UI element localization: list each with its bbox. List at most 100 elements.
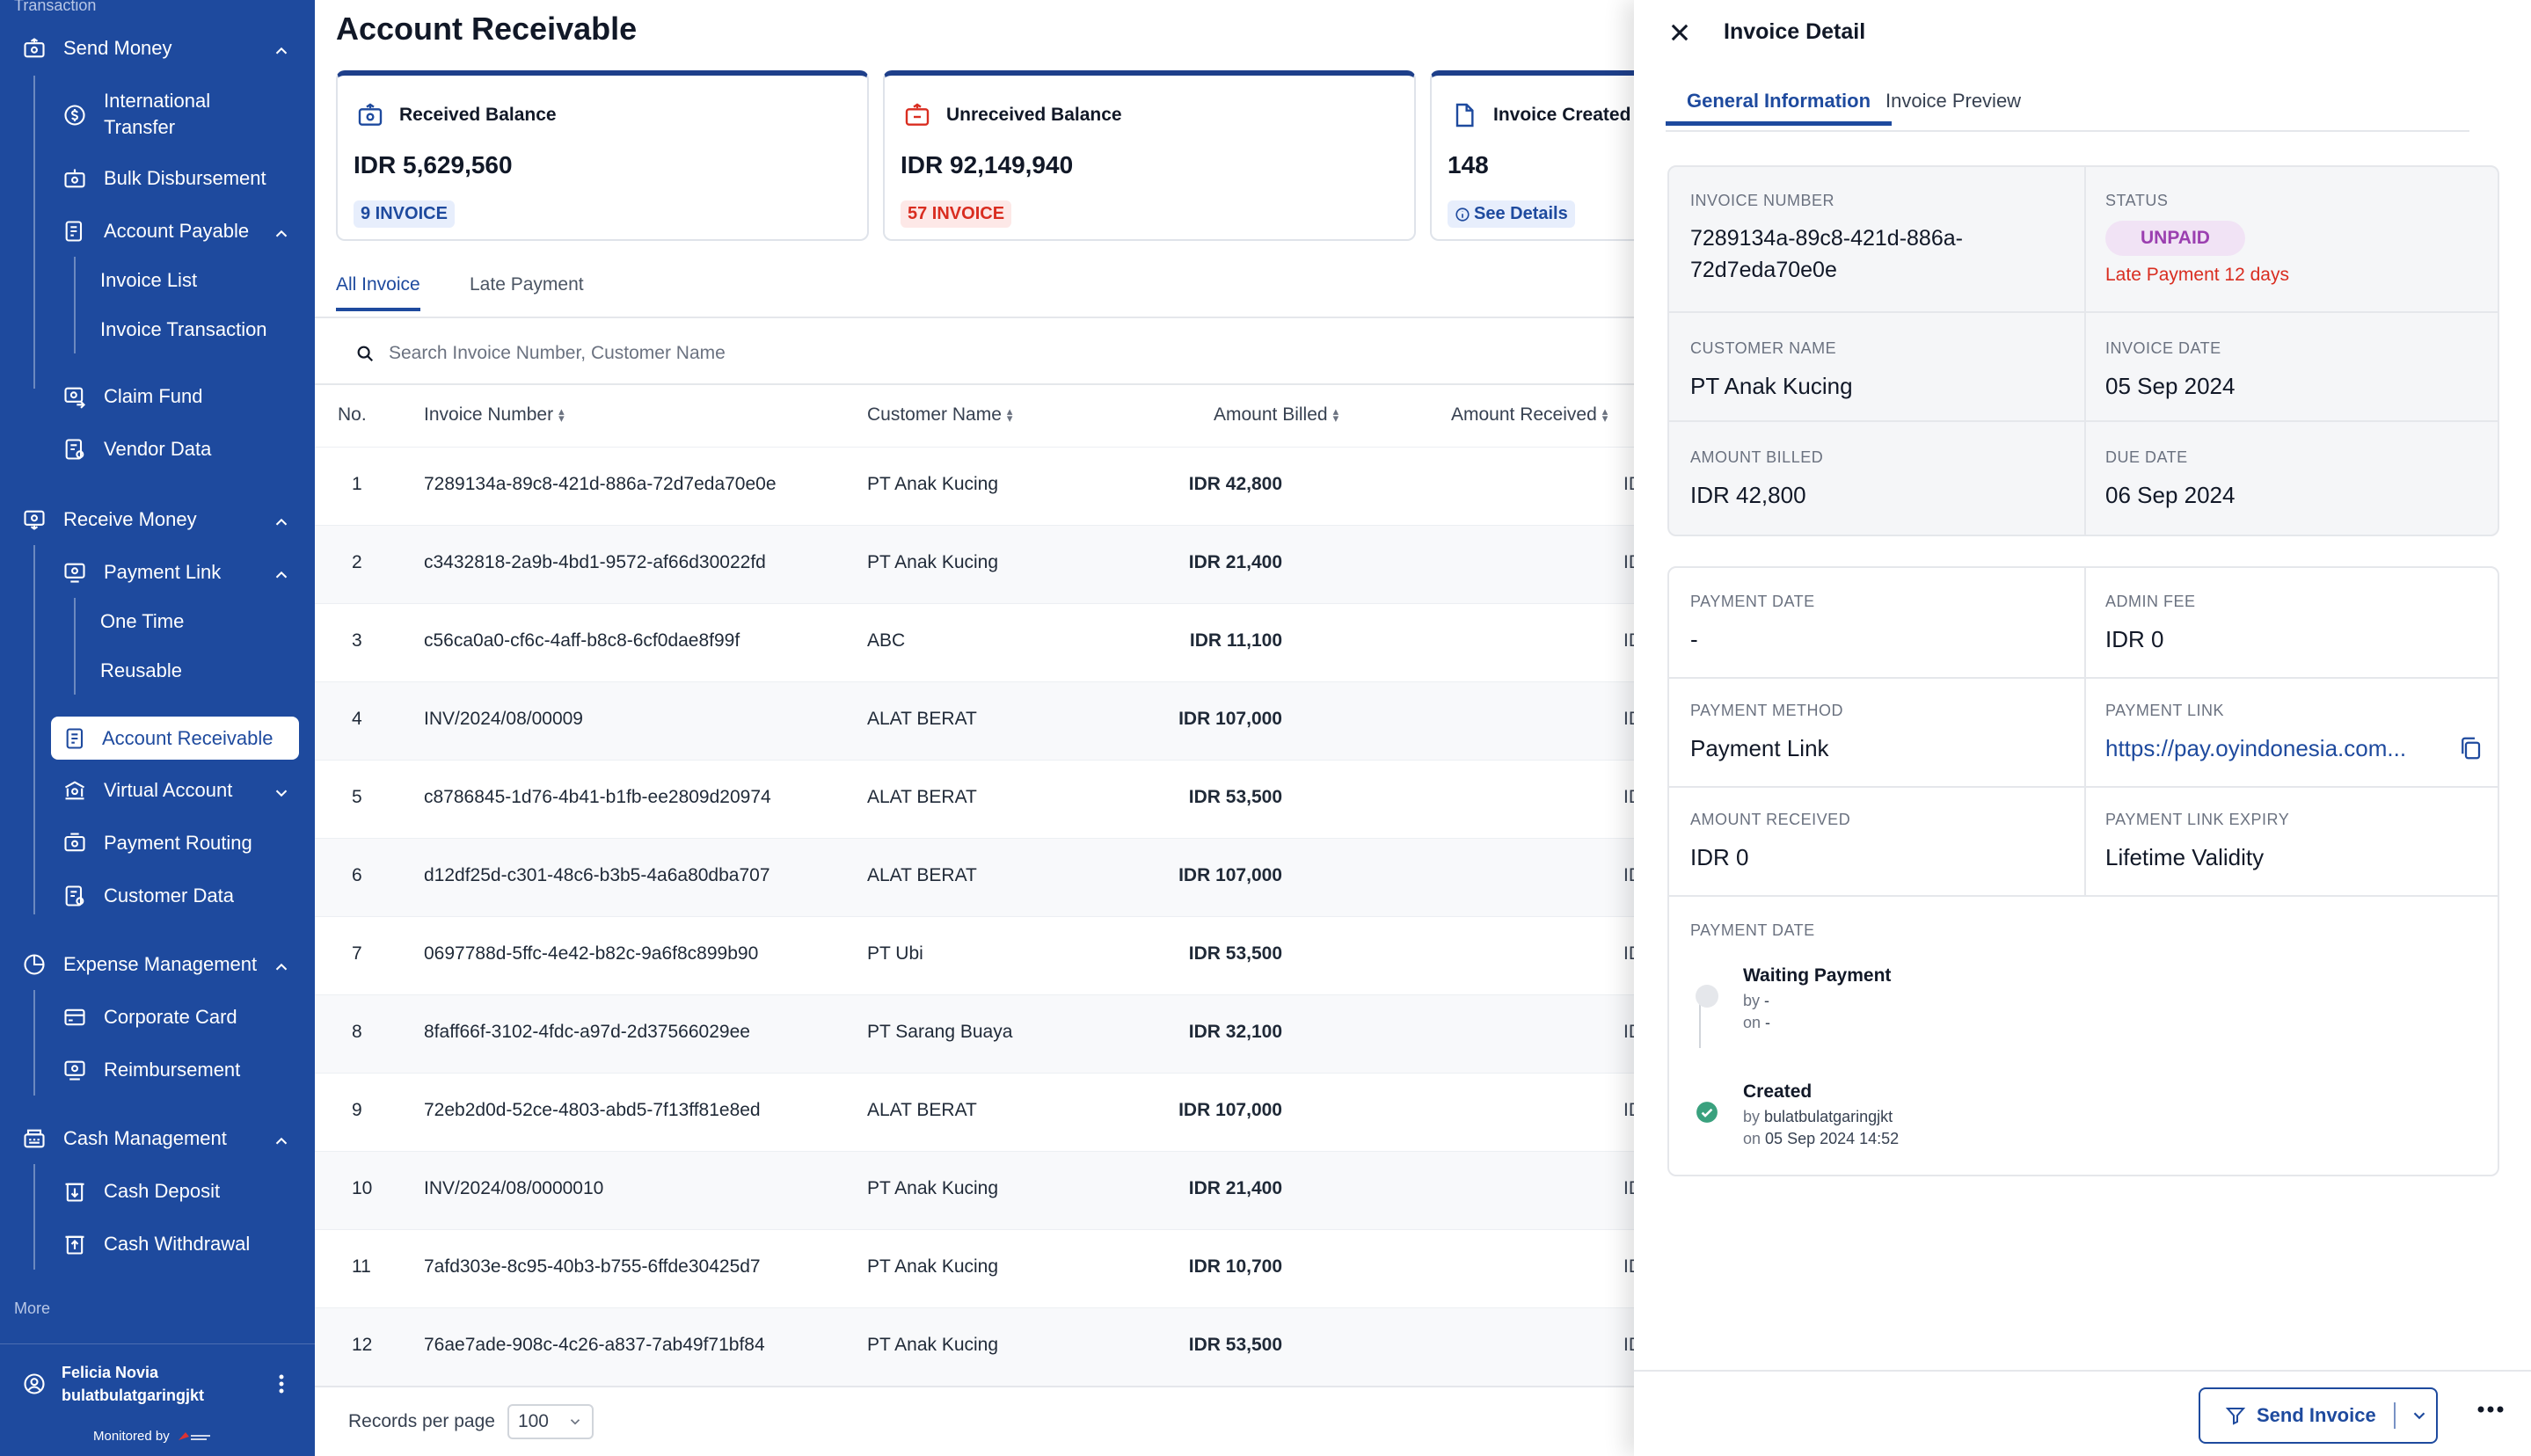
table-row[interactable]: 10 INV/2024/08/0000010 PT Anak Kucing IDR 2…: [315, 1151, 1650, 1229]
table-row[interactable]: 5 c8786845-1d76-4b41-b1fb-ee2809d20974 ALA…: [315, 760, 1650, 838]
send-invoice-button[interactable]: Send Invoice: [2199, 1387, 2438, 1444]
row-number: 6: [352, 865, 362, 885]
sidebar: Transaction Send Money International Tran…: [0, 0, 315, 1456]
chevron-down-icon: [567, 1414, 583, 1430]
copy-icon[interactable]: [2457, 735, 2484, 761]
user-profile[interactable]: Felicia Novia bulatbulatgaringjkt Monito…: [0, 1343, 315, 1456]
sidebar-item-reusable[interactable]: Reusable: [100, 659, 182, 682]
chevron-up-icon[interactable]: [271, 512, 292, 533]
card-label: Invoice Created: [1493, 105, 1631, 125]
reimbursement-icon: [62, 1057, 88, 1083]
column-header-amount-received[interactable]: Amount Received ▴ ▾: [1451, 404, 1608, 425]
user-username: bulatbulatgaringjkt: [62, 1387, 204, 1404]
sidebar-item-invoice-transaction[interactable]: Invoice Transaction: [100, 318, 267, 341]
amount-billed: IDR 53,500: [1188, 787, 1282, 807]
table-row[interactable]: 12 76ae7ade-908c-4c26-a837-7ab49f71bf84 PT…: [315, 1307, 1650, 1386]
timeline-label: PAYMENT DATE: [1690, 921, 1815, 939]
sidebar-item-one-time[interactable]: One Time: [100, 610, 184, 633]
sidebar-item-account-receivable[interactable]: Account Receivable: [51, 717, 299, 760]
customer-name-field: CUSTOMER NAME PT Anak Kucing: [1690, 339, 1853, 399]
sidebar-item-international-transfer[interactable]: International Transfer: [62, 88, 210, 141]
amount-billed: IDR 107,000: [1178, 865, 1282, 885]
row-number: 4: [352, 709, 362, 729]
sidebar-item-vendor-data[interactable]: Vendor Data: [62, 436, 211, 462]
bank-icon: [62, 777, 88, 804]
records-per-page-label: Records per page: [348, 1411, 495, 1431]
invoice-number-value: 7289134a-89c8-421d-886a-: [1690, 226, 1963, 251]
sidebar-item-label: Cash Management: [63, 1127, 227, 1149]
chevron-up-icon[interactable]: [271, 1131, 292, 1152]
chevron-up-icon[interactable]: [271, 40, 292, 62]
table-row[interactable]: 1 7289134a-89c8-421d-886a-72d7eda70e0e PT …: [315, 447, 1650, 525]
tab-late-payment[interactable]: Late Payment: [470, 274, 584, 295]
records-per-page-select[interactable]: 100: [507, 1404, 594, 1439]
table-row[interactable]: 6 d12df25d-c301-48c6-b3b5-4a6a80dba707 ALA…: [315, 838, 1650, 916]
sidebar-item-cash-management[interactable]: Cash Management: [21, 1125, 227, 1152]
sidebar-item-label: Account Receivable: [102, 726, 274, 749]
column-header-amount-billed[interactable]: Amount Billed ▴ ▾: [1214, 404, 1339, 425]
sidebar-item-expense-management[interactable]: Expense Management: [21, 951, 257, 978]
row-number: 12: [352, 1335, 373, 1355]
sidebar-item-claim-fund[interactable]: Claim Fund: [62, 383, 202, 410]
sidebar-item-label: Invoice List: [100, 269, 198, 291]
column-header-invoice-number[interactable]: Invoice Number ▴ ▾: [424, 404, 565, 425]
wallet-icon: [355, 100, 385, 130]
amount-billed: IDR 107,000: [1178, 709, 1282, 729]
sidebar-item-corporate-card[interactable]: Corporate Card: [62, 1004, 237, 1030]
sort-icon: ▴ ▾: [558, 404, 565, 425]
chevron-up-icon[interactable]: [271, 223, 292, 244]
sidebar-item-bulk-disbursement[interactable]: Bulk Disbursement: [62, 165, 266, 192]
invoice-number-value: 72d7eda70e0e: [1690, 258, 1837, 282]
payment-link-url[interactable]: https://pay.oyindonesia.com...: [2105, 735, 2407, 761]
sidebar-item-account-payable[interactable]: Account Payable: [62, 218, 249, 244]
customer-name: ALAT BERAT: [867, 1100, 977, 1120]
card-value: 148: [1448, 151, 1489, 178]
more-vertical-icon[interactable]: [271, 1372, 292, 1395]
table-row[interactable]: 9 72eb2d0d-52ce-4803-abd5-7f13ff81e8ed ALA…: [315, 1073, 1650, 1151]
tab-all-invoice[interactable]: All Invoice: [336, 274, 420, 311]
table-row[interactable]: 3 c56ca0a0-cf6c-4aff-b8c8-6cf0dae8f99f ABC…: [315, 603, 1650, 681]
tab-general-information[interactable]: General Information: [1666, 90, 1893, 126]
tab-invoice-preview[interactable]: Invoice Preview: [1885, 90, 2022, 112]
chevron-down-icon[interactable]: [2410, 1406, 2429, 1425]
sidebar-item-reimbursement[interactable]: Reimbursement: [62, 1057, 240, 1083]
chevron-up-icon[interactable]: [271, 957, 292, 978]
table-row[interactable]: 8 8faff66f-3102-4fdc-a97d-2d37566029ee PT …: [315, 994, 1650, 1073]
sidebar-item-label: Account Payable: [104, 220, 250, 242]
timeline-item-waiting: Waiting Payment by - on -: [1743, 965, 1892, 1031]
sidebar-item-invoice-list[interactable]: Invoice List: [100, 269, 197, 292]
sidebar-item-send-money[interactable]: Send Money: [21, 35, 172, 62]
chevron-down-icon[interactable]: [271, 783, 292, 804]
close-icon[interactable]: [1667, 20, 1692, 45]
sidebar-item-customer-data[interactable]: Customer Data: [62, 883, 234, 909]
more-horizontal-icon[interactable]: [2476, 1405, 2505, 1414]
sidebar-item-label: Payment Link: [104, 561, 222, 583]
table-row[interactable]: 2 c3432818-2a9b-4bd1-9572-af66d30022fd PT …: [315, 525, 1650, 603]
sidebar-item-payment-link[interactable]: Payment Link: [62, 559, 221, 586]
card-label: Received Balance: [399, 105, 557, 125]
column-header-customer-name[interactable]: Customer Name ▴ ▾: [867, 404, 1013, 425]
vendor-data-icon: [62, 436, 88, 462]
table-row[interactable]: 11 7afd303e-8c95-40b3-b755-6ffde30425d7 PT…: [315, 1229, 1650, 1307]
globe-money-icon: [62, 102, 88, 128]
sort-icon: ▴ ▾: [1332, 404, 1339, 425]
amount-billed: IDR 10,700: [1188, 1256, 1282, 1277]
due-date-field: DUE DATE 06 Sep 2024: [2105, 448, 2236, 508]
sidebar-item-cash-deposit[interactable]: Cash Deposit: [62, 1178, 220, 1205]
regulator-logo-icon: [177, 1430, 212, 1444]
sidebar-item-payment-routing[interactable]: Payment Routing: [62, 830, 252, 856]
section-label-more: More: [14, 1299, 51, 1317]
sidebar-item-virtual-account[interactable]: Virtual Account: [62, 777, 232, 804]
pending-dot-icon: [1696, 985, 1718, 1008]
customer-name: ALAT BERAT: [867, 787, 977, 807]
see-details-link[interactable]: See Details: [1448, 200, 1575, 228]
search-input[interactable]: Search Invoice Number, Customer Name: [315, 324, 1634, 385]
sidebar-item-receive-money[interactable]: Receive Money: [21, 506, 197, 533]
chevron-up-icon[interactable]: [271, 564, 292, 586]
invoice-number: INV/2024/08/0000010: [424, 1178, 604, 1198]
sidebar-item-label: Claim Fund: [104, 385, 203, 407]
table-row[interactable]: 7 0697788d-5ffc-4e42-b82c-9a6f8c899b90 PT …: [315, 916, 1650, 994]
sidebar-item-label: One Time: [100, 610, 185, 632]
sidebar-item-cash-withdrawal[interactable]: Cash Withdrawal: [62, 1231, 250, 1257]
